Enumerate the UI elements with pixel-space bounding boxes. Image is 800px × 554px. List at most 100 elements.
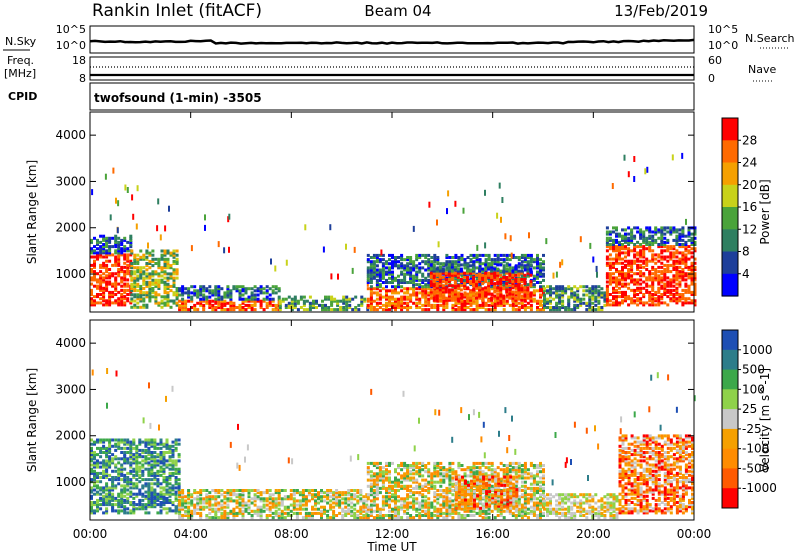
heatmap-cell — [106, 368, 109, 374]
heatmap-cell — [681, 297, 685, 301]
heatmap-cell — [120, 240, 124, 244]
heatmap-cell — [362, 505, 366, 509]
heatmap-cell — [651, 293, 655, 296]
heatmap-cell — [618, 280, 621, 284]
heatmap-cell — [123, 461, 127, 465]
heatmap-cell — [162, 444, 166, 448]
heatmap-cell — [385, 281, 388, 284]
heatmap-cell — [226, 295, 230, 299]
heatmap-cell — [347, 507, 351, 511]
heatmap-cell — [241, 301, 245, 305]
heatmap-cell — [447, 292, 451, 296]
heatmap-cell — [114, 301, 118, 305]
heatmap-cell — [165, 459, 169, 463]
heatmap-cell — [102, 247, 106, 251]
heatmap-cell — [438, 298, 442, 302]
heatmap-cell — [508, 267, 512, 271]
heatmap-cell — [657, 253, 661, 257]
heatmap-cell — [171, 465, 175, 469]
heatmap-cell — [666, 240, 670, 244]
heatmap-cell — [265, 306, 269, 309]
heatmap-cell — [618, 249, 621, 253]
heatmap-cell — [148, 287, 152, 290]
heatmap-cell — [253, 503, 257, 507]
nsky-tick-top: 10^5 — [56, 23, 86, 36]
heatmap-cell — [432, 298, 436, 302]
heatmap-cell — [678, 270, 682, 274]
heatmap-cell — [369, 276, 373, 280]
heatmap-cell — [130, 305, 134, 309]
heatmap-cell — [135, 494, 139, 498]
heatmap-cell — [326, 501, 330, 505]
heatmap-cell — [630, 232, 634, 236]
heatmap-cell — [594, 303, 598, 307]
heatmap-cell — [220, 511, 224, 515]
heatmap-cell — [96, 440, 99, 444]
heatmap-cell — [277, 507, 281, 511]
heatmap-cell — [460, 258, 464, 262]
heatmap-cell — [415, 264, 419, 268]
heatmap-cell — [332, 505, 336, 509]
heatmap-cell — [585, 289, 589, 293]
heatmap-cell — [96, 465, 99, 469]
heatmap-cell — [597, 291, 601, 295]
heatmap-cell — [148, 282, 152, 286]
heatmap-cell — [415, 464, 419, 467]
heatmap-cell — [232, 287, 236, 291]
heatmap-cell — [141, 484, 145, 488]
heatmap-cell — [123, 255, 127, 259]
heatmap-cell — [187, 287, 191, 291]
heatmap-cell — [326, 493, 330, 497]
heatmap-cell — [132, 455, 136, 459]
heatmap-cell — [585, 301, 589, 305]
heatmap-cell — [129, 455, 133, 459]
heatmap-cell — [684, 297, 688, 301]
heatmap-cell — [406, 270, 410, 274]
heatmap-cell — [199, 514, 203, 517]
heatmap-cell — [105, 511, 109, 515]
heatmap-cell — [105, 496, 109, 500]
heatmap-cell — [523, 286, 527, 290]
heatmap-cell — [487, 284, 491, 288]
colorbar-tick-label: 12 — [742, 222, 757, 236]
heatmap-cell — [505, 275, 509, 279]
heatmap-cell — [190, 295, 194, 299]
heatmap-cell — [663, 240, 667, 244]
heatmap-cell — [375, 464, 379, 467]
heatmap-cell — [648, 274, 652, 278]
heatmap-cell — [418, 266, 422, 270]
heatmap-cell — [148, 259, 152, 263]
heatmap-cell — [421, 308, 425, 312]
heatmap-cell — [178, 511, 182, 515]
heatmap-cell — [666, 238, 670, 242]
heatmap-cell — [330, 273, 333, 280]
heatmap-cell — [397, 303, 400, 307]
heatmap-cell — [295, 507, 299, 511]
heatmap-cell — [344, 501, 348, 505]
heatmap-cell — [181, 308, 185, 312]
heatmap-cell — [409, 262, 413, 266]
heatmap-cell — [648, 247, 652, 251]
heatmap-cell — [90, 490, 93, 494]
heatmap-cell — [654, 299, 658, 303]
heatmap-cell — [539, 264, 542, 268]
heatmap-cell — [633, 301, 637, 305]
heatmap-cell — [418, 472, 422, 476]
heatmap-cell — [532, 291, 536, 295]
heatmap-cell — [633, 249, 637, 253]
heatmap-cell — [457, 256, 461, 259]
heatmap-cell — [130, 272, 134, 276]
heatmap-cell — [147, 469, 151, 473]
heatmap-cell — [241, 491, 245, 495]
heatmap-cell — [153, 461, 157, 465]
heatmap-cell — [657, 259, 661, 263]
heatmap-cell — [624, 278, 627, 282]
heatmap-cell — [90, 488, 93, 492]
heatmap-cell — [624, 240, 627, 244]
heatmap-cell — [490, 296, 494, 300]
heatmap-cell — [369, 303, 373, 307]
heatmap-cell — [160, 299, 164, 303]
heatmap-cell — [142, 417, 145, 424]
heatmap-cell — [415, 497, 419, 501]
heatmap-cell — [555, 293, 559, 297]
